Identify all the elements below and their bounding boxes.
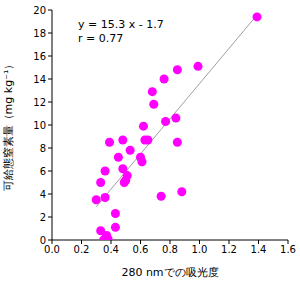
svg-text:可給態窒素量（mg kg⁻¹）: 可給態窒素量（mg kg⁻¹）: [8, 59, 15, 192]
svg-text:18: 18: [33, 28, 46, 39]
html-text:y = 15.3 x - 1.7: y = 15.3 x - 1.7: [78, 18, 164, 31]
svg-text:0: 0: [40, 235, 46, 246]
svg-text:0.0: 0.0: [44, 244, 60, 255]
svg-text:0.6: 0.6: [133, 244, 149, 255]
svg-text:0.2: 0.2: [74, 244, 90, 255]
svg-text:20: 20: [33, 5, 46, 16]
svg-text:1.2: 1.2: [221, 244, 237, 255]
svg-text:2: 2: [40, 212, 46, 223]
svg-text:6: 6: [40, 166, 46, 177]
svg-text:1.0: 1.0: [192, 244, 208, 255]
svg-text:10: 10: [33, 120, 46, 131]
svg-text:0.4: 0.4: [103, 244, 119, 255]
svg-text:0.8: 0.8: [162, 244, 178, 255]
svg-text:1.4: 1.4: [251, 244, 267, 255]
svg-text:14: 14: [33, 74, 46, 85]
svg-text:16: 16: [33, 51, 46, 62]
svg-text:8: 8: [40, 143, 46, 154]
svg-text:280 nmでの吸光度: 280 nmでの吸光度: [121, 266, 218, 279]
svg-text:12: 12: [33, 97, 46, 108]
svg-text:1.6: 1.6: [280, 244, 292, 255]
html-text:r = 0.77: r = 0.77: [78, 32, 124, 45]
svg-text:4: 4: [40, 189, 46, 200]
